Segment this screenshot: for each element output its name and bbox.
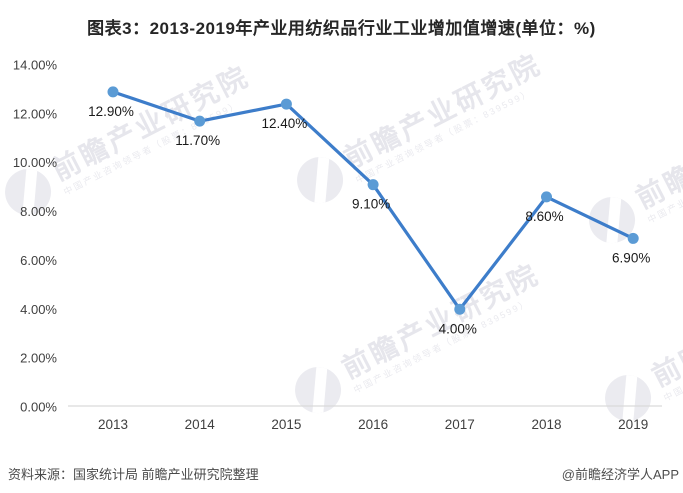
y-axis-tick-label: 12.00% (13, 106, 58, 121)
source-note: 资料来源：国家统计局 前瞻产业研究院整理 (8, 467, 259, 482)
data-point (194, 115, 206, 127)
data-label: 11.70% (175, 133, 220, 148)
data-label: 9.10% (352, 197, 390, 212)
y-axis-tick-label: 0.00% (20, 400, 57, 415)
y-axis-tick-label: 2.00% (20, 351, 57, 366)
x-axis-tick-label: 2016 (358, 417, 388, 432)
data-label: 12.90% (88, 104, 134, 119)
footer: 资料来源：国家统计局 前瞻产业研究院整理 @前瞻经济学人APP (0, 462, 683, 482)
data-label: 8.60% (525, 209, 563, 224)
data-point (280, 98, 292, 110)
data-point (367, 179, 379, 191)
app-credit: @前瞻经济学人APP (561, 467, 679, 482)
x-axis-tick-label: 2017 (445, 417, 475, 432)
x-axis-tick-label: 2013 (98, 417, 128, 432)
y-axis-tick-label: 8.00% (20, 204, 57, 219)
data-point (627, 232, 639, 244)
x-axis-tick-label: 2015 (271, 417, 301, 432)
y-axis-tick-label: 10.00% (13, 155, 58, 170)
x-axis-tick-label: 2019 (618, 417, 648, 432)
x-axis-tick-label: 2014 (185, 417, 216, 432)
data-label: 4.00% (439, 321, 477, 336)
data-label: 12.40% (262, 116, 308, 131)
x-axis-tick-label: 2018 (531, 417, 561, 432)
data-point (454, 303, 466, 315)
y-axis-tick-label: 14.00% (13, 57, 58, 72)
y-axis-tick-label: 4.00% (20, 302, 57, 317)
data-point (541, 191, 552, 203)
data-point (107, 86, 119, 98)
chart-title: 图表3：2013-2019年产业用纺织品行业工业增加值增速(单位：%) (87, 19, 596, 38)
y-axis-tick-label: 6.00% (20, 253, 57, 268)
data-label: 6.90% (612, 250, 650, 265)
